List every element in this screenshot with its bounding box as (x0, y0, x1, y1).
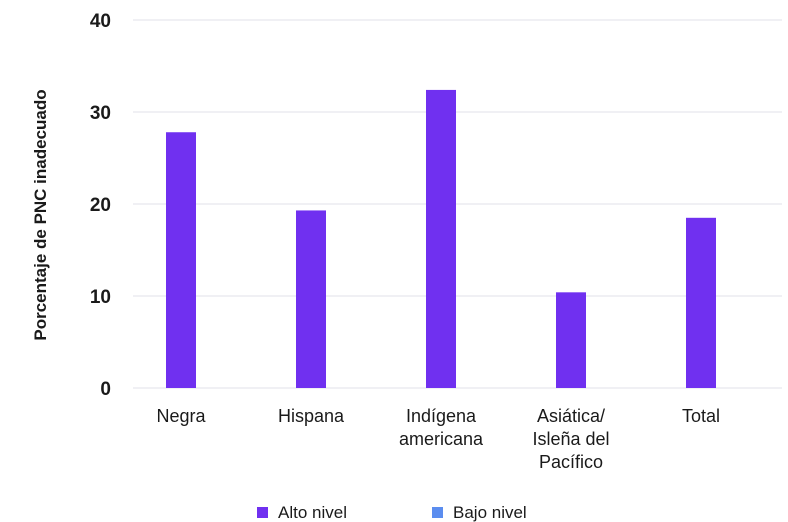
bar (686, 217, 716, 388)
bars (166, 89, 716, 389)
bar (556, 292, 586, 388)
legend: Alto nivel Bajo nivel (257, 503, 527, 522)
bar (296, 210, 326, 388)
legend-label: Bajo nivel (453, 503, 527, 522)
bar (166, 132, 196, 388)
y-tick-label: 0 (100, 379, 111, 400)
x-tick-label: americana (399, 429, 484, 449)
x-tick-label: Total (682, 406, 720, 426)
y-tick-label: 30 (90, 103, 111, 124)
x-tick-label: Isleña del (532, 429, 609, 449)
bar (426, 89, 456, 389)
y-tick-label: 20 (90, 195, 111, 216)
y-tick-label: 10 (90, 287, 111, 308)
x-tick-label: Asiática/ (537, 406, 605, 426)
y-axis-ticks: 0 10 20 30 40 (90, 11, 111, 400)
x-tick-label: Pacífico (539, 452, 603, 472)
x-axis-labels: Negra Hispana Indígena americana Asiática/Is… (156, 406, 720, 472)
x-tick-label: Indígena (406, 406, 477, 426)
legend-swatch (257, 507, 268, 518)
y-axis-title: Porcentaje de PNC inadecuado (31, 89, 50, 340)
y-tick-label: 40 (90, 11, 111, 32)
gridlines (133, 19, 782, 389)
x-tick-label: Negra (156, 406, 206, 426)
legend-label: Alto nivel (278, 503, 347, 522)
x-tick-label: Hispana (278, 406, 345, 426)
legend-swatch (432, 507, 443, 518)
